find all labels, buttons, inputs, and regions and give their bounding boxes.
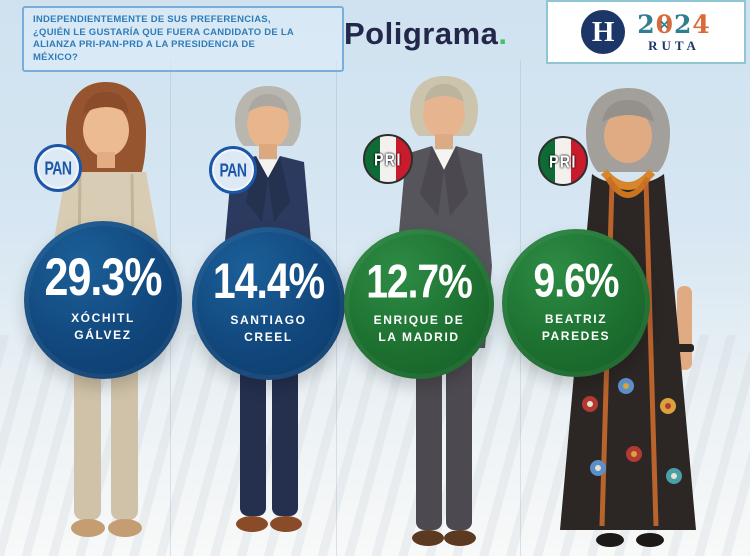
heraldo-ruta-2024-logo: H 2 0 ✕ 2 4 RUTA [546, 0, 746, 64]
result-bubble-beatriz-paredes: 9.6% BEATRIZ PAREDES [502, 229, 650, 377]
dress-flowers [582, 378, 682, 484]
poligrama-logo: Poligrama. [344, 16, 508, 52]
poll-question-line: ALIANZA PRI-PAN-PRD A LA PRESIDENCIA DE [33, 39, 256, 51]
result-bubble-santiago-creel: 14.4% SANTIAGO CREEL [192, 227, 345, 380]
result-bubble-enrique-de-la-madrid: 12.7% ENRIQUE DE LA MADRID [344, 229, 494, 379]
year-2024: 2 0 ✕ 2 4 [637, 12, 711, 37]
ruta-2024-block: 2 0 ✕ 2 4 RUTA [637, 12, 711, 52]
poll-question: INDEPENDIENTEMENTE DE SUS PREFERENCIAS, … [22, 6, 344, 73]
poligrama-green-dot-icon: . [498, 16, 508, 51]
percentage-value: 14.4% [212, 253, 325, 310]
pan-logo-icon: PAN [209, 146, 257, 194]
ruta-label: RUTA [648, 38, 700, 53]
result-bubble-xochitl-galvez: 29.3% XÓCHITL GÁLVEZ [24, 221, 182, 379]
year-digit: 2 [637, 10, 656, 39]
percentage-value: 29.3% [44, 248, 163, 307]
poligrama-wordmark: Poligrama [344, 16, 499, 51]
year-digit: 2 [674, 10, 693, 39]
candidate-name: XÓCHITL GÁLVEZ [71, 310, 135, 342]
pan-logo-icon: PAN [34, 144, 82, 192]
poll-question-line: INDEPENDIENTEMENTE DE SUS PREFERENCIAS, [33, 14, 271, 25]
poll-question-line: MÉXICO? [33, 51, 79, 63]
candidate-name: BEATRIZ PAREDES [541, 311, 611, 343]
pri-logo-icon: PRI [538, 136, 588, 186]
year-digit: 0 ✕ [655, 10, 674, 39]
candidate-name: ENRIQUE DE LA MADRID [373, 312, 465, 344]
heraldo-h-icon: H [581, 10, 626, 54]
ballot-x-icon: ✕ [659, 18, 671, 32]
poll-question-line: ¿QUIÉN LE GUSTARÍA QUE FUERA CANDIDATO D… [33, 26, 294, 38]
candidate-name: SANTIAGO CREEL [230, 313, 307, 344]
percentage-value: 9.6% [533, 254, 620, 308]
percentage-value: 12.7% [366, 255, 473, 309]
year-digit: 4 [692, 10, 711, 39]
pri-logo-icon: PRI [363, 134, 413, 184]
